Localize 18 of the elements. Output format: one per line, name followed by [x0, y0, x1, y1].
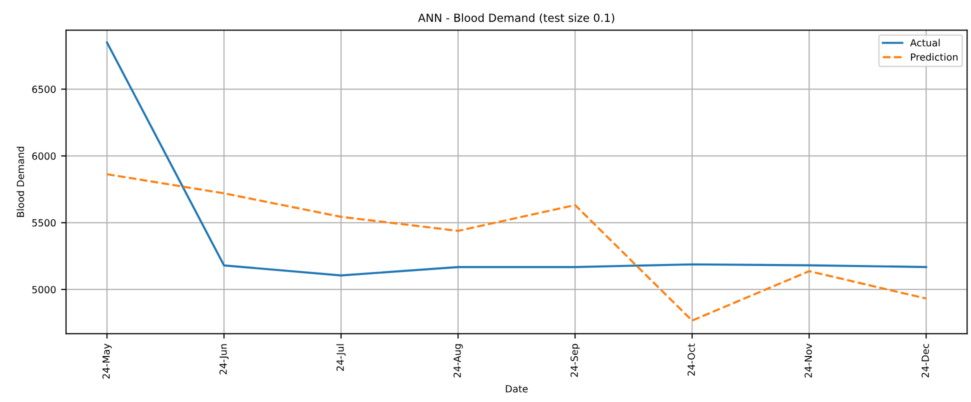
y-tick-label: 5500: [32, 219, 56, 227]
x-tick-label: 24-Sep: [570, 344, 580, 377]
y-tick-label: 5000: [32, 286, 56, 294]
x-tick-label: 24-May: [102, 344, 112, 379]
x-tick-label: 24-Aug: [454, 344, 463, 378]
x-tick-label: 24-Nov: [804, 344, 812, 378]
legend-label: Actual: [910, 38, 940, 46]
legend-label: Prediction: [911, 53, 958, 61]
x-tick-label: 24-Jun: [219, 344, 229, 374]
line-series: [106, 173, 928, 322]
x-tick-label: 24-Oct: [688, 344, 695, 376]
x-tick-label: 24-Dec: [922, 344, 929, 378]
y-axis-title: Blood Demand: [16, 146, 24, 217]
x-tick-label: 24-Jul: [336, 344, 346, 371]
x-axis-title: Date: [506, 385, 528, 392]
y-tick-label: 6000: [32, 152, 56, 160]
y-tick-label: 6500: [32, 86, 56, 93]
chart-title: ANN - Blood Demand (test size 0.1): [418, 13, 614, 24]
